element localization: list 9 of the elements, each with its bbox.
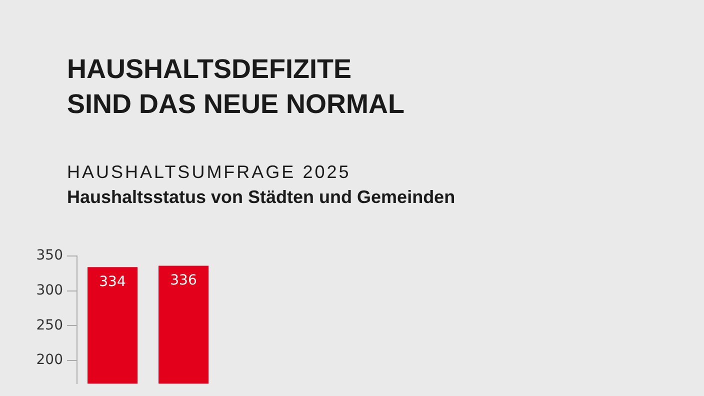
text: HAUSHALTSUMFRAGE 2025 xyxy=(67,162,351,183)
data-label: 334 xyxy=(99,274,126,290)
text: Haushaltsstatus von Städten und Gemeinden xyxy=(67,187,456,208)
y-tick-label: 350 xyxy=(36,248,63,264)
chart-title: HAUSHALTSDEFIZITE SIND DAS NEUE NORMAL xyxy=(67,53,405,121)
y-tick-label: 200 xyxy=(36,352,63,368)
data-label: 336 xyxy=(170,272,197,288)
y-tick-label: 300 xyxy=(36,282,63,299)
y-tick-label: 250 xyxy=(36,317,63,334)
